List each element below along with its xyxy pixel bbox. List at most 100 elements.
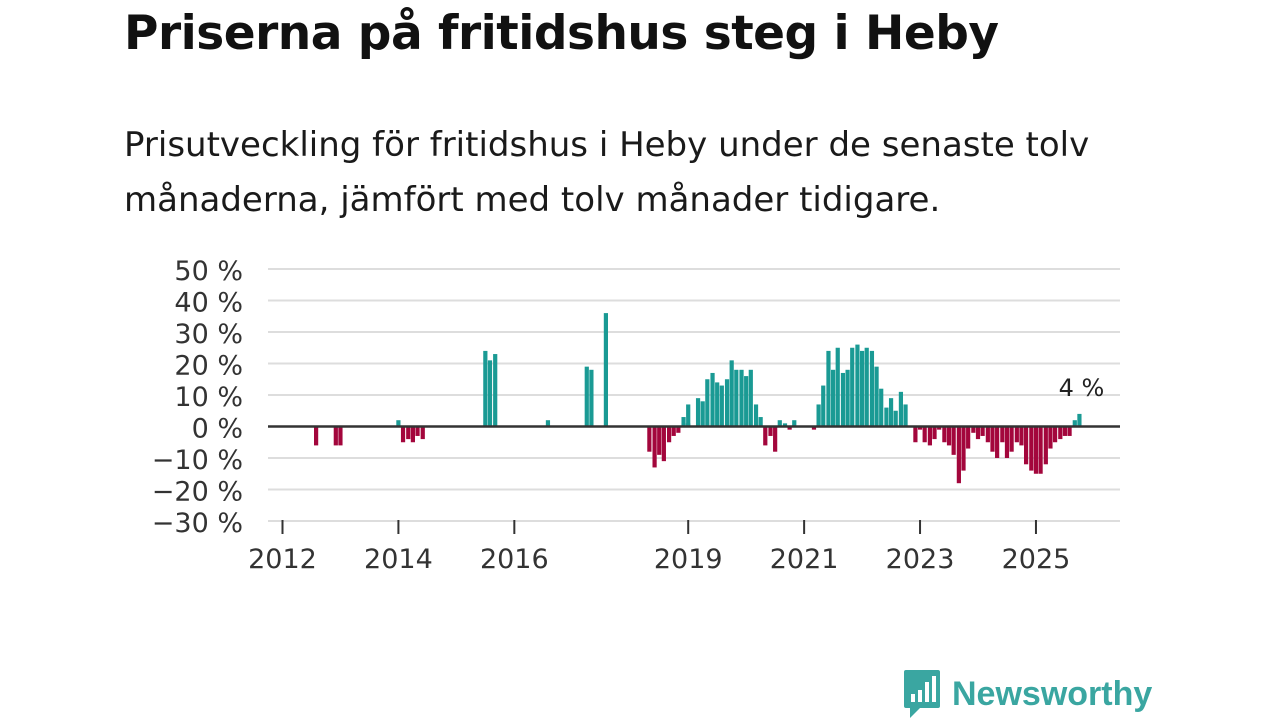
y-tick-label: −20 % — [152, 477, 243, 508]
bar — [1038, 426, 1043, 474]
bar — [1077, 413, 1082, 427]
bar — [487, 360, 493, 427]
bar — [898, 391, 904, 427]
bar — [758, 417, 763, 427]
bar — [932, 426, 937, 440]
bar — [787, 426, 792, 430]
x-tick-label: 2023 — [886, 544, 955, 575]
bar — [951, 426, 956, 455]
bar — [1000, 426, 1005, 443]
y-tick-label: 50 % — [174, 256, 243, 287]
bar — [850, 347, 855, 427]
x-tick-label: 2025 — [1002, 544, 1071, 575]
bar — [816, 404, 821, 427]
bar — [681, 417, 686, 427]
bar — [1048, 426, 1053, 449]
bar — [937, 426, 942, 430]
bar — [1033, 426, 1039, 474]
bar — [845, 369, 850, 427]
last-value-label: 4 % — [1059, 374, 1105, 402]
bar — [821, 385, 826, 427]
bar — [1058, 426, 1063, 440]
chart-subtitle: Prisutveckling för fritidshus i Heby und… — [124, 125, 1090, 220]
bar — [686, 423, 691, 427]
bar — [1072, 420, 1077, 427]
bar — [410, 426, 415, 443]
bar — [942, 426, 947, 443]
bar — [826, 350, 831, 427]
chart-title: Priserna på fritidshus steg i Heby — [124, 6, 999, 61]
x-tick-label: 2021 — [770, 544, 839, 575]
y-tick-label: 10 % — [174, 382, 243, 413]
bar — [831, 369, 836, 427]
bar — [903, 404, 908, 427]
bar — [893, 410, 898, 427]
bar — [980, 426, 985, 436]
bar — [338, 426, 343, 446]
bar — [884, 407, 889, 427]
bar — [715, 382, 720, 427]
bar — [985, 426, 990, 443]
y-tick-label: 0 % — [192, 414, 243, 445]
bar — [739, 369, 744, 427]
bar — [922, 426, 927, 443]
bar — [864, 347, 869, 427]
bar — [874, 366, 879, 427]
bar — [700, 401, 705, 427]
bar — [734, 369, 739, 427]
bar — [676, 426, 681, 433]
bar — [859, 350, 865, 427]
bar — [406, 426, 411, 440]
bar — [686, 404, 691, 427]
bar — [913, 426, 918, 443]
bar — [652, 426, 657, 468]
y-tick-label: 30 % — [174, 319, 243, 350]
bar — [1014, 426, 1019, 443]
bar — [493, 354, 498, 427]
bar — [545, 420, 551, 427]
bar — [657, 426, 662, 455]
bar — [420, 426, 425, 440]
bar — [1024, 426, 1029, 465]
bar — [768, 426, 773, 436]
newsworthy-logo: Newsworthy — [902, 668, 1152, 720]
bar — [917, 426, 923, 430]
bar — [888, 398, 894, 427]
bar — [333, 426, 338, 446]
bar — [990, 426, 995, 452]
newsworthy-logo-icon — [904, 670, 940, 718]
bar — [415, 426, 420, 436]
bar — [671, 426, 676, 436]
bar — [1019, 426, 1024, 446]
bar — [314, 426, 319, 446]
bar — [705, 379, 710, 427]
x-tick-label: 2016 — [480, 544, 549, 575]
x-tick-label: 2019 — [654, 544, 723, 575]
bar — [777, 420, 782, 427]
bar — [946, 426, 952, 446]
bar — [589, 369, 594, 427]
bar — [773, 426, 778, 452]
bar — [1029, 426, 1034, 471]
bar — [835, 347, 840, 427]
x-tick-label: 2012 — [248, 544, 317, 575]
x-tick-label: 2014 — [364, 544, 433, 575]
y-tick-label: 40 % — [174, 288, 243, 319]
bar — [396, 420, 401, 427]
bar — [855, 344, 860, 427]
bar — [869, 350, 875, 427]
bar — [483, 350, 488, 427]
bar — [710, 372, 715, 427]
bar — [724, 379, 730, 427]
bar — [744, 376, 749, 427]
bar — [782, 423, 788, 427]
bar — [995, 426, 1000, 458]
bar — [681, 423, 686, 427]
bar — [763, 426, 768, 446]
y-tick-label: −10 % — [152, 445, 243, 476]
bar — [603, 313, 609, 427]
bar — [1067, 426, 1072, 436]
bar — [956, 426, 961, 484]
brand-name: Newsworthy — [952, 674, 1153, 713]
